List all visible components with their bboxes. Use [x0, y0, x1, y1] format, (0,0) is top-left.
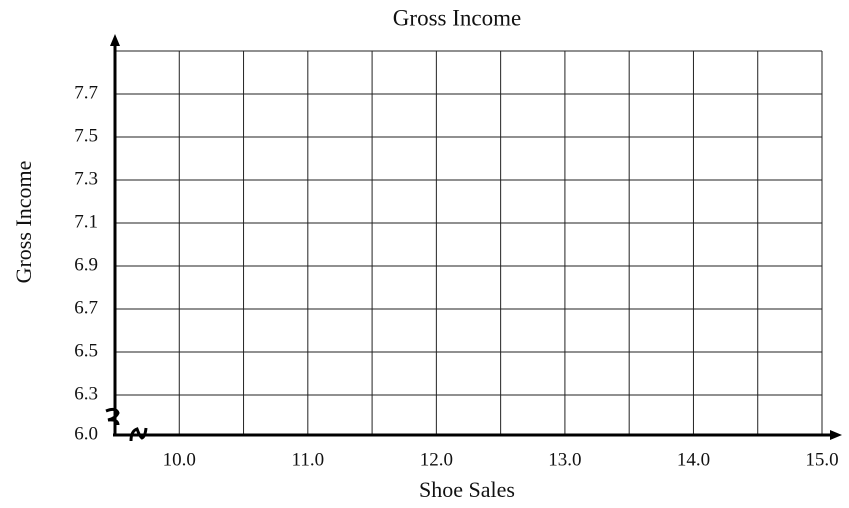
x-tick-label: 14.0: [677, 449, 710, 470]
x-axis-arrow: [830, 430, 842, 440]
y-tick-label: 6.7: [74, 297, 98, 318]
x-tick-label: 12.0: [420, 449, 453, 470]
y-tick-label: 7.7: [74, 82, 98, 103]
y-tick-label: 6.5: [74, 340, 98, 361]
y-axis-label: Gross Income: [11, 161, 36, 284]
y-tick-label: 7.5: [74, 125, 98, 146]
y-axis-break: [105, 407, 120, 426]
y-tick-label: 6.3: [74, 383, 98, 404]
chart-title: Gross Income: [393, 5, 521, 30]
x-tick-label: 15.0: [805, 449, 838, 470]
y-tick-label: 6.9: [74, 254, 98, 275]
x-tick-label: 13.0: [548, 449, 581, 470]
y-axis-arrow: [110, 34, 120, 46]
x-axis-label: Shoe Sales: [419, 477, 515, 502]
x-tick-label: 10.0: [163, 449, 196, 470]
y-tick-label: 7.1: [74, 211, 98, 232]
y-tick-label: 6.0: [74, 423, 98, 444]
grid: [115, 50, 823, 435]
y-tick-label: 7.3: [74, 168, 98, 189]
x-axis-break: [129, 427, 148, 442]
x-tick-label: 11.0: [292, 449, 325, 470]
